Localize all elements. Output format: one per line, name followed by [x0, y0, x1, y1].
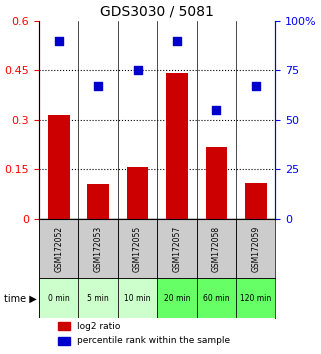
Bar [245, 183, 267, 219]
Text: time ▶: time ▶ [4, 293, 37, 303]
Text: 5 min: 5 min [87, 294, 109, 303]
Text: GSM172057: GSM172057 [172, 225, 181, 272]
Bar [48, 115, 70, 219]
Bar [58, 337, 70, 345]
FancyBboxPatch shape [157, 279, 197, 318]
Point [214, 107, 219, 113]
Bar [205, 147, 227, 219]
Text: GSM172059: GSM172059 [251, 225, 260, 272]
Text: GSM172058: GSM172058 [212, 225, 221, 272]
Bar [87, 184, 109, 219]
Text: 0 min: 0 min [48, 294, 70, 303]
Text: percentile rank within the sample: percentile rank within the sample [77, 336, 230, 346]
FancyBboxPatch shape [39, 279, 78, 318]
Text: 120 min: 120 min [240, 294, 271, 303]
Text: GSM172055: GSM172055 [133, 225, 142, 272]
Text: 10 min: 10 min [124, 294, 151, 303]
Point [96, 83, 101, 89]
Text: log2 ratio: log2 ratio [77, 321, 120, 331]
Point [253, 83, 258, 89]
Bar [127, 167, 148, 219]
FancyBboxPatch shape [118, 279, 157, 318]
Text: GSM172053: GSM172053 [94, 225, 103, 272]
Title: GDS3030 / 5081: GDS3030 / 5081 [100, 4, 214, 18]
Text: GSM172052: GSM172052 [54, 225, 63, 272]
FancyBboxPatch shape [78, 279, 118, 318]
Point [56, 38, 61, 44]
Bar [58, 322, 70, 330]
Point [135, 68, 140, 73]
FancyBboxPatch shape [236, 279, 275, 318]
Text: 20 min: 20 min [164, 294, 190, 303]
Point [174, 38, 179, 44]
Bar [166, 73, 188, 219]
FancyBboxPatch shape [197, 279, 236, 318]
Text: 60 min: 60 min [203, 294, 230, 303]
